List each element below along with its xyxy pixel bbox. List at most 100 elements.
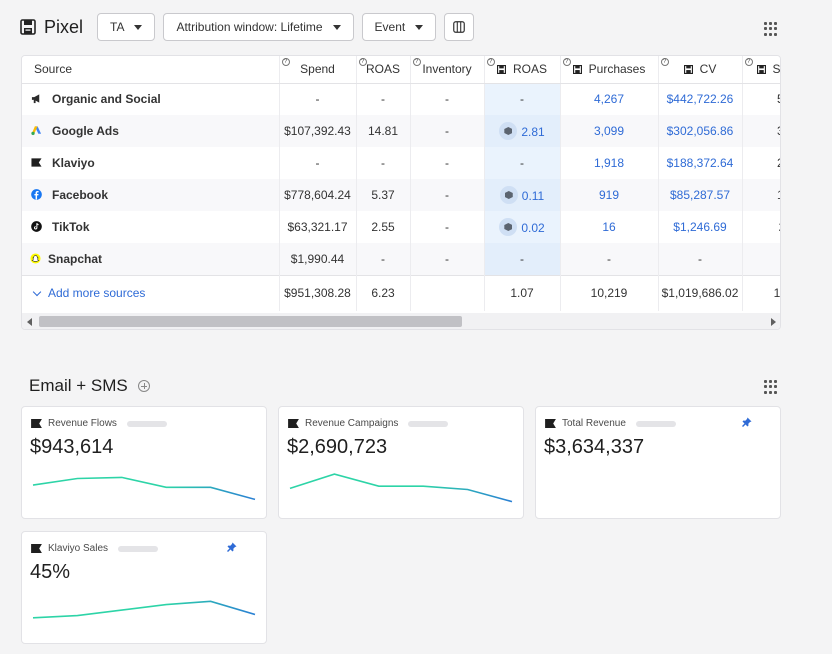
purchases-cell[interactable]: 4,267 bbox=[560, 83, 659, 115]
table-row[interactable]: Organic and Social - - - - 4,267 $442,72… bbox=[22, 83, 780, 115]
column-header-spend[interactable]: ? Spend bbox=[279, 56, 357, 84]
cv-cell[interactable]: $85,287.57 bbox=[658, 179, 743, 211]
total-roas: 6.23 bbox=[356, 274, 411, 311]
klaviyo-flag-icon bbox=[545, 419, 556, 428]
total-pixel-roas: 1.07 bbox=[484, 274, 561, 311]
roas-cell: 14.81 bbox=[356, 115, 411, 147]
help-icon[interactable]: ? bbox=[660, 58, 669, 66]
help-icon[interactable]: ? bbox=[562, 58, 571, 66]
column-header-purchases[interactable]: ? Purchases bbox=[560, 56, 659, 84]
spend-cell: - bbox=[279, 83, 357, 115]
columns-button[interactable] bbox=[444, 13, 475, 41]
total-s: 12, bbox=[742, 274, 780, 311]
pin-icon[interactable] bbox=[227, 542, 237, 552]
spend-cell: $778,604.24 bbox=[279, 179, 357, 211]
source-cell: TikTok bbox=[22, 211, 280, 243]
scroll-left-icon[interactable] bbox=[27, 318, 32, 326]
cv-cell[interactable]: $188,372.64 bbox=[658, 147, 743, 179]
total-cv: $1,019,686.02 bbox=[658, 274, 743, 311]
snapchat-icon bbox=[30, 253, 41, 264]
card-value: $943,614 bbox=[30, 436, 114, 458]
attribution-window-select[interactable]: Attribution window: Lifetime bbox=[163, 13, 354, 41]
loading-placeholder bbox=[408, 420, 449, 427]
pixel-header: Pixel TA Attribution window: Lifetime Ev… bbox=[20, 13, 784, 41]
pixel-icon bbox=[496, 65, 506, 75]
pixel-roas-cell: - bbox=[484, 83, 561, 115]
column-header-source[interactable]: Source bbox=[22, 56, 280, 84]
section-title-text: Email + SMS bbox=[29, 376, 128, 395]
sparkline-series-line bbox=[289, 473, 513, 503]
cv-cell[interactable]: $442,722.26 bbox=[658, 83, 743, 115]
chevron-down-icon bbox=[415, 24, 424, 30]
sparkline-series-line bbox=[32, 600, 256, 619]
pixel-badge-icon bbox=[499, 218, 518, 236]
event-select-label: Event bbox=[374, 20, 406, 34]
metric-card-revenue-flows[interactable]: Revenue Flows $943,614 bbox=[21, 406, 267, 519]
klaviyo-flag-icon bbox=[31, 544, 42, 553]
inventory-cell: - bbox=[410, 83, 485, 115]
sparkline-chart bbox=[289, 473, 513, 503]
card-header: Total Revenue bbox=[545, 418, 676, 429]
add-more-sources-link[interactable]: Add more sources bbox=[22, 274, 280, 311]
page-title: Pixel bbox=[44, 16, 84, 37]
model-select[interactable]: TA bbox=[97, 13, 156, 41]
scrollbar-thumb[interactable] bbox=[39, 316, 462, 327]
card-label: Klaviyo Sales bbox=[48, 543, 109, 554]
card-value: 45% bbox=[30, 561, 71, 583]
purchases-cell[interactable]: 919 bbox=[560, 179, 659, 211]
metric-card-total-revenue[interactable]: Total Revenue $3,634,337 bbox=[535, 406, 781, 519]
metric-card-revenue-campaigns[interactable]: Revenue Campaigns $2,690,723 bbox=[278, 406, 524, 519]
total-inventory bbox=[410, 274, 485, 311]
column-header-inventory[interactable]: ? Inventory bbox=[410, 56, 485, 84]
metric-card-klaviyo-sales[interactable]: Klaviyo Sales 45% bbox=[21, 531, 267, 644]
column-header-cv[interactable]: ? CV bbox=[658, 56, 743, 84]
event-select[interactable]: Event bbox=[361, 13, 437, 41]
help-icon[interactable]: ? bbox=[412, 58, 421, 66]
scroll-right-icon[interactable] bbox=[771, 318, 776, 326]
total-purchases: 10,219 bbox=[560, 274, 659, 311]
source-cell: Snapchat bbox=[22, 243, 280, 275]
add-circle-icon[interactable] bbox=[137, 380, 150, 392]
help-icon[interactable]: ? bbox=[486, 58, 495, 66]
help-icon[interactable]: ? bbox=[281, 58, 290, 66]
column-header-s[interactable]: ? S bbox=[742, 56, 780, 84]
roas-cell: 5.37 bbox=[356, 179, 411, 211]
chevron-down-icon bbox=[32, 288, 42, 297]
spend-cell: - bbox=[279, 147, 357, 179]
help-icon[interactable]: ? bbox=[744, 58, 753, 66]
sparkline-chart bbox=[32, 600, 256, 619]
table-row[interactable]: TikTok $63,321.17 2.55 - 0.02 16 $1,246.… bbox=[22, 211, 780, 243]
help-icon[interactable]: ? bbox=[358, 58, 367, 66]
card-label: Revenue Campaigns bbox=[305, 418, 399, 429]
cv-cell[interactable]: $1,246.69 bbox=[658, 211, 743, 243]
s-cell: 2 bbox=[742, 211, 780, 243]
chevron-down-icon bbox=[332, 24, 341, 30]
pixel-icon bbox=[683, 65, 693, 75]
horizontal-scrollbar[interactable] bbox=[22, 313, 780, 329]
table-totals-row: Add more sources $951,308.28 6.23 1.07 1… bbox=[22, 274, 780, 311]
purchases-cell[interactable]: 1,918 bbox=[560, 147, 659, 179]
table-row[interactable]: Facebook $778,604.24 5.37 - 0.11 919 $85… bbox=[22, 179, 780, 211]
pixel-roas-cell: 0.11 bbox=[484, 179, 561, 211]
pin-icon[interactable] bbox=[742, 417, 752, 427]
column-header-pixel-roas[interactable]: ? ROAS bbox=[484, 56, 561, 84]
google-ads-icon bbox=[31, 126, 42, 136]
table-row[interactable]: Klaviyo - - - - 1,918 $188,372.64 2, bbox=[22, 147, 780, 179]
inventory-cell: - bbox=[410, 147, 485, 179]
roas-cell: 2.55 bbox=[356, 211, 411, 243]
cv-cell[interactable]: $302,056.86 bbox=[658, 115, 743, 147]
pixel-section-menu-icon[interactable] bbox=[764, 22, 778, 36]
card-header: Klaviyo Sales bbox=[31, 543, 159, 554]
pixel-badge-icon bbox=[499, 122, 518, 140]
pixel-roas-cell: 0.02 bbox=[484, 211, 561, 243]
table-row[interactable]: Google Ads $107,392.43 14.81 - 2.81 3,09… bbox=[22, 115, 780, 147]
klaviyo-flag-icon bbox=[31, 419, 42, 428]
spend-cell: $107,392.43 bbox=[279, 115, 357, 147]
purchases-cell[interactable]: 3,099 bbox=[560, 115, 659, 147]
pixel-icon bbox=[572, 65, 582, 75]
email-section-menu-icon[interactable] bbox=[764, 380, 778, 394]
table-row[interactable]: Snapchat $1,990.44 - - - - - bbox=[22, 243, 780, 275]
purchases-cell[interactable]: 16 bbox=[560, 211, 659, 243]
column-header-roas[interactable]: ? ROAS bbox=[356, 56, 411, 84]
s-cell: 2, bbox=[742, 147, 780, 179]
